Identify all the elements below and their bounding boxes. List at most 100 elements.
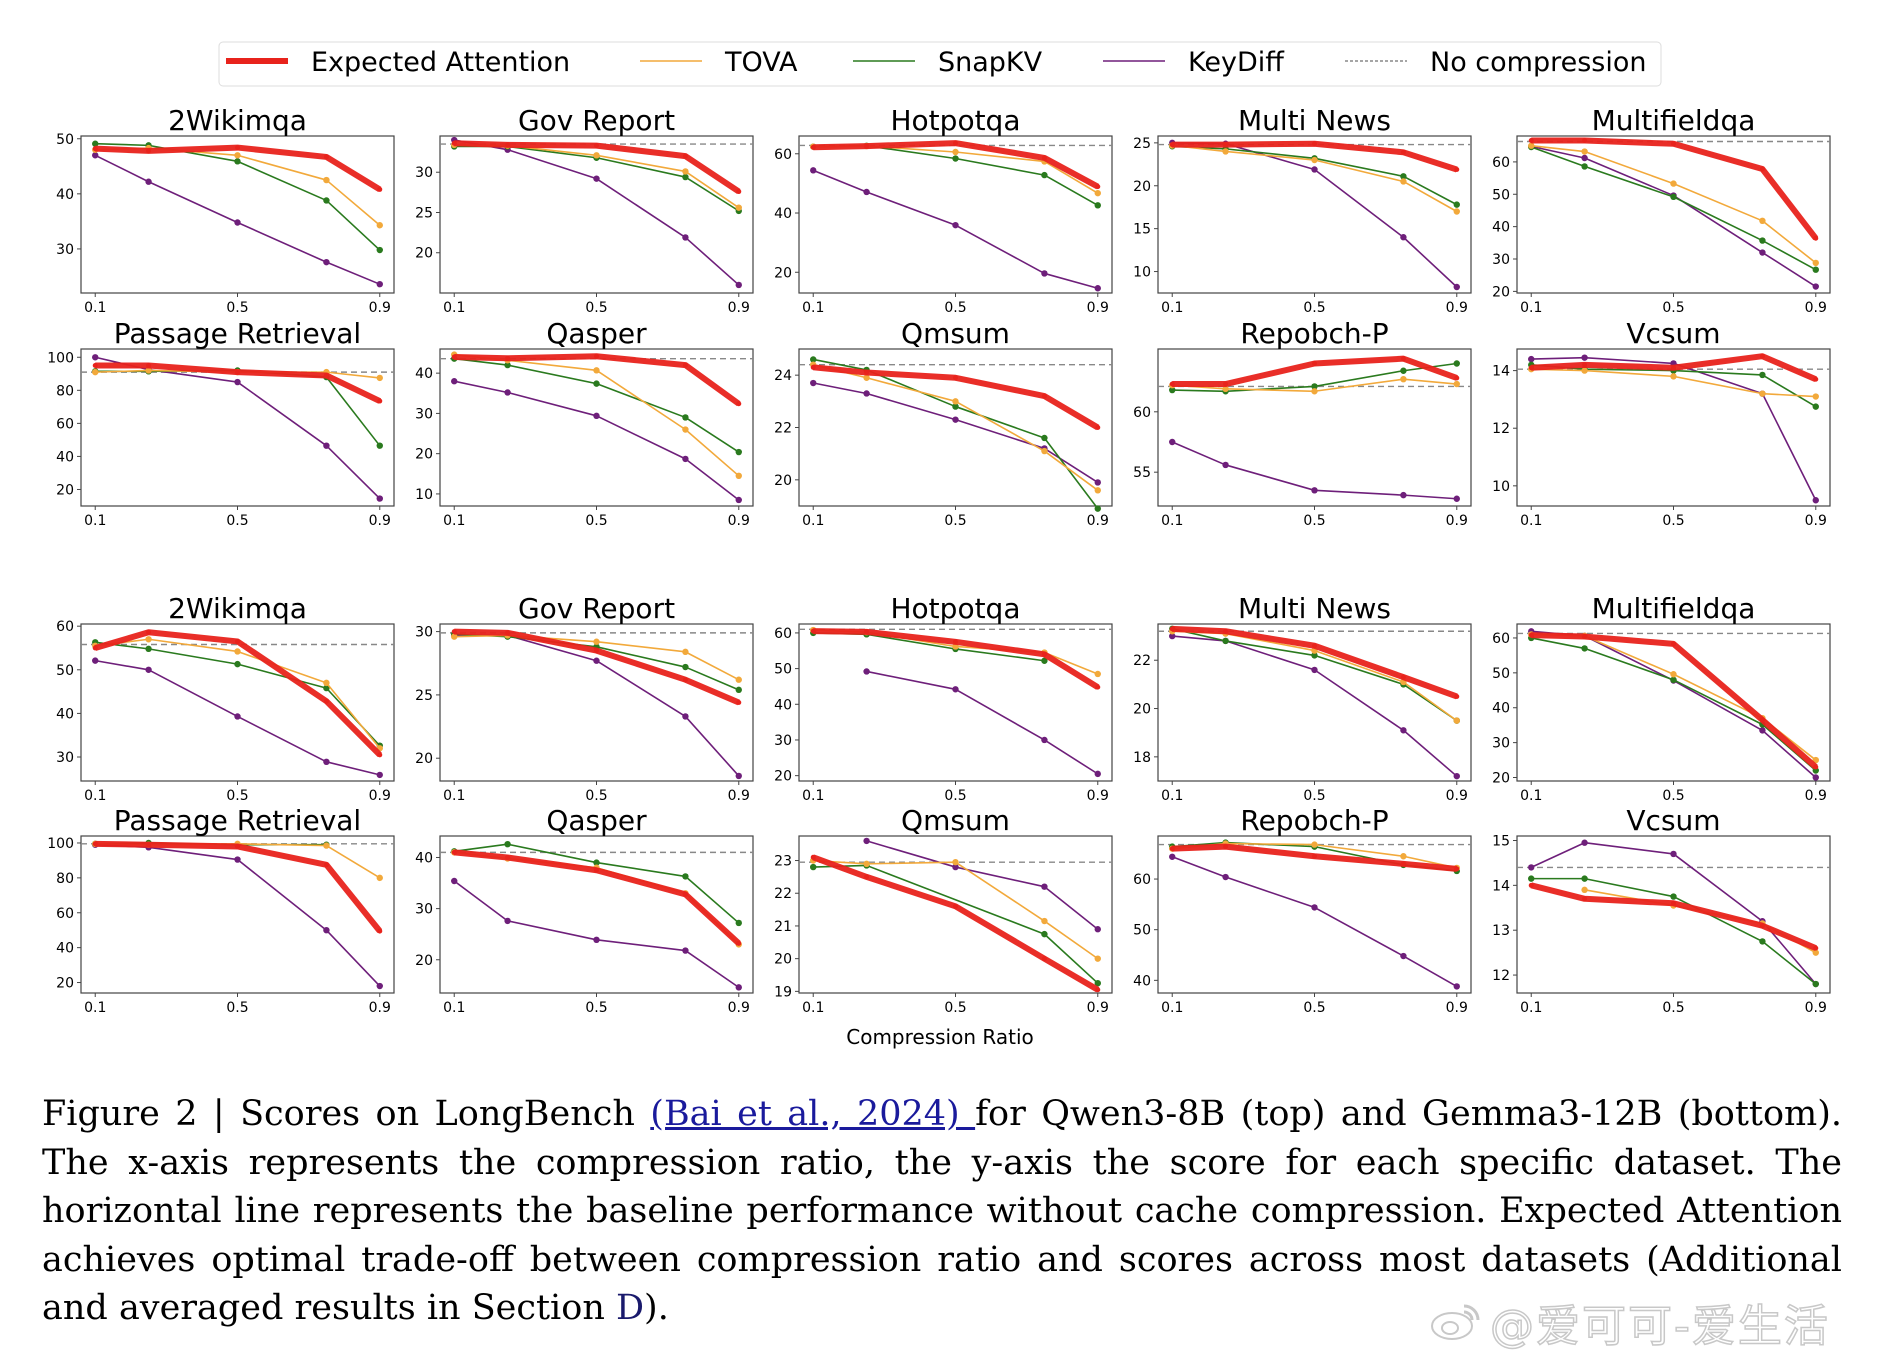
x-tick-label: 0.9 — [369, 1000, 391, 1016]
panel-title: Hotpotqa — [891, 104, 1021, 137]
data-point — [810, 364, 816, 370]
data-point — [863, 837, 870, 845]
data-point — [92, 146, 98, 152]
x-tick-label: 0.1 — [1161, 300, 1183, 316]
x-tick-label: 0.1 — [84, 513, 106, 529]
data-point — [451, 633, 458, 640]
section-link[interactable]: D — [615, 1288, 645, 1328]
data-point — [376, 442, 383, 449]
y-tick-label: 20 — [774, 265, 792, 281]
x-axis-label: Compression Ratio — [846, 1025, 1033, 1049]
data-point — [1812, 266, 1819, 273]
data-point — [810, 144, 816, 150]
data-point — [682, 414, 689, 421]
x-tick-label: 0.5 — [1303, 300, 1325, 316]
y-tick-label: 80 — [56, 383, 74, 399]
panel-hotpotqa: Hotpotqa 20 40 60 0.1 0.5 0.9 — [774, 104, 1113, 316]
y-tick-label: 40 — [1492, 701, 1510, 717]
data-point — [1670, 180, 1677, 187]
data-point — [1169, 626, 1175, 632]
data-point — [1169, 438, 1176, 446]
panel-multifieldqa: Multifieldqa 20 30 40 50 60 0.1 0.5 0.9 — [1492, 592, 1831, 804]
y-tick-label: 40 — [1133, 973, 1151, 989]
data-point — [1041, 930, 1048, 938]
data-point — [1312, 360, 1317, 366]
data-point — [952, 155, 959, 162]
data-point — [1400, 952, 1407, 960]
x-tick-label: 0.9 — [1087, 1000, 1109, 1016]
data-point — [1222, 461, 1229, 469]
data-point — [1671, 365, 1676, 371]
data-point — [1812, 393, 1819, 400]
y-tick-label: 60 — [1133, 872, 1151, 888]
data-point — [682, 173, 689, 181]
panel-title: Vcsum — [1626, 804, 1720, 837]
panel-qmsum: Qmsum 20 22 24 0.1 0.5 0.9 — [774, 317, 1113, 529]
citation-link[interactable]: (Bai et al., 2024) — [650, 1094, 976, 1134]
series-expected-attention — [810, 854, 1101, 993]
series-line — [866, 840, 1099, 930]
y-tick-label: 50 — [1133, 923, 1151, 939]
data-point — [1094, 926, 1101, 933]
x-tick-label: 0.9 — [1805, 513, 1827, 529]
series-expected-attention — [1528, 137, 1819, 241]
data-point — [235, 145, 240, 151]
data-point — [504, 840, 511, 848]
data-point — [593, 412, 600, 420]
panel-title: Repobch-P — [1240, 804, 1388, 837]
data-point — [810, 854, 816, 860]
x-tick-label: 0.1 — [1520, 300, 1542, 316]
data-point — [323, 442, 330, 449]
data-point — [1169, 381, 1175, 387]
data-point — [377, 928, 383, 934]
series-keydiff — [810, 167, 1101, 292]
data-point — [952, 863, 959, 871]
data-point — [234, 660, 241, 668]
y-tick-label: 20 — [1492, 771, 1510, 787]
y-tick-label: 30 — [415, 165, 433, 181]
y-tick-label: 12 — [1492, 968, 1510, 984]
panel-vcsum: Vcsum 12 13 14 15 0.1 0.5 0.9 — [1492, 804, 1831, 1016]
data-point — [377, 186, 383, 192]
series-expected-attention — [92, 144, 383, 192]
data-point — [1400, 375, 1407, 383]
x-tick-label: 0.5 — [226, 788, 248, 804]
series-expected-attention — [810, 628, 1101, 690]
panel-2wikimqa: 2Wikimqa 30 40 50 0.1 0.5 0.9 — [56, 104, 395, 316]
x-tick-label: 0.5 — [944, 300, 966, 316]
x-tick-label: 0.1 — [1520, 788, 1542, 804]
data-point — [1670, 893, 1677, 900]
x-tick-label: 0.9 — [1087, 788, 1109, 804]
data-point — [1759, 237, 1766, 244]
x-tick-label: 0.9 — [1446, 1000, 1468, 1016]
y-tick-label: 50 — [1492, 666, 1510, 682]
data-point — [376, 222, 383, 229]
panels: 2Wikimqa 30 40 50 0.1 0.5 0.9 Gov Report 20 25 30 0… — [47, 104, 1831, 1016]
data-point — [810, 167, 817, 174]
data-point — [376, 280, 383, 288]
panel-qasper: Qasper 10 20 30 40 0.1 0.5 0.9 — [415, 317, 754, 529]
data-point — [451, 877, 458, 885]
data-point — [1311, 156, 1318, 164]
data-point — [953, 903, 958, 909]
y-tick-label: 21 — [774, 919, 792, 935]
data-point — [593, 936, 600, 944]
data-point — [1223, 628, 1229, 634]
x-tick-label: 0.9 — [1446, 300, 1468, 316]
series-expected-attention — [810, 364, 1101, 431]
data-point — [1094, 955, 1101, 962]
x-tick-label: 0.5 — [1303, 1000, 1325, 1016]
data-point — [810, 628, 816, 634]
y-tick-label: 80 — [56, 871, 74, 887]
series-tova — [810, 857, 1101, 962]
data-point — [1581, 354, 1588, 361]
data-point — [1041, 736, 1048, 744]
series-expected-attention — [451, 353, 742, 407]
data-point — [1312, 853, 1317, 859]
data-point — [451, 629, 457, 635]
data-point — [1169, 846, 1175, 852]
data-point — [146, 842, 152, 848]
data-point — [593, 638, 600, 645]
data-point — [145, 178, 152, 185]
x-tick-label: 0.5 — [1662, 788, 1684, 804]
